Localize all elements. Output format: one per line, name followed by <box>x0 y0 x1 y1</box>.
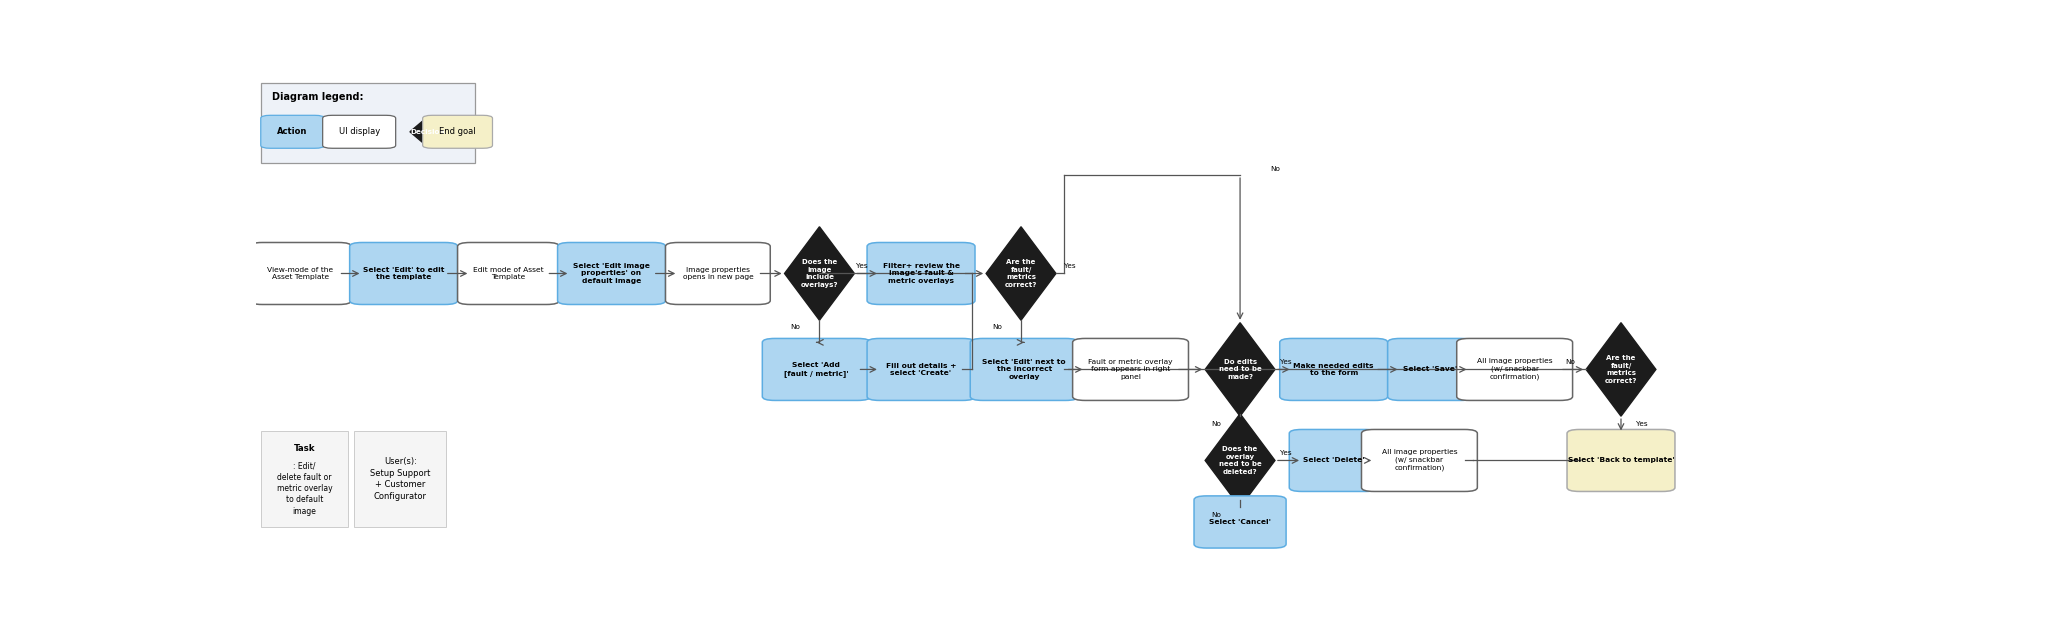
Text: Does the
image
include
overlays?: Does the image include overlays? <box>801 259 838 288</box>
Text: Action: Action <box>276 127 307 136</box>
Text: No: No <box>1210 421 1221 427</box>
Text: : Edit/
delete fault or
metric overlay
to default
image: : Edit/ delete fault or metric overlay t… <box>276 461 332 516</box>
Text: Select 'Back to template': Select 'Back to template' <box>1567 458 1675 463</box>
FancyBboxPatch shape <box>866 339 975 401</box>
FancyBboxPatch shape <box>457 242 559 305</box>
Text: Filter+ review the
image's fault &
metric overlays: Filter+ review the image's fault & metri… <box>883 263 961 284</box>
Text: No: No <box>791 324 801 330</box>
Text: Select 'Delete': Select 'Delete' <box>1303 458 1364 463</box>
FancyBboxPatch shape <box>1280 339 1389 401</box>
FancyBboxPatch shape <box>557 242 666 305</box>
Text: Select 'Edit' to edit
the template: Select 'Edit' to edit the template <box>362 266 444 281</box>
Text: Make needed edits
to the form: Make needed edits to the form <box>1294 363 1374 376</box>
FancyBboxPatch shape <box>1194 496 1286 548</box>
Text: All image properties
(w/ snackbar
confirmation): All image properties (w/ snackbar confir… <box>1382 449 1458 472</box>
Text: Decision: Decision <box>410 129 444 135</box>
FancyBboxPatch shape <box>422 115 492 148</box>
FancyBboxPatch shape <box>1290 429 1378 491</box>
Text: Are the
fault/
metrics
correct?: Are the fault/ metrics correct? <box>1606 355 1636 383</box>
Text: All image properties
(w/ snackbar
confirmation): All image properties (w/ snackbar confir… <box>1477 358 1552 380</box>
Text: Are the
fault/
metrics
correct?: Are the fault/ metrics correct? <box>1006 259 1036 288</box>
FancyBboxPatch shape <box>1567 429 1675 491</box>
FancyBboxPatch shape <box>324 115 395 148</box>
Text: UI display: UI display <box>338 127 379 136</box>
Text: Select 'Edit' next to
the incorrect
overlay: Select 'Edit' next to the incorrect over… <box>983 359 1067 380</box>
Text: User(s):
Setup Support
+ Customer
Configurator: User(s): Setup Support + Customer Config… <box>371 457 430 501</box>
Text: No: No <box>1565 358 1575 365</box>
Text: No: No <box>993 324 1001 330</box>
Text: End goal: End goal <box>438 127 475 136</box>
Polygon shape <box>1204 413 1276 507</box>
FancyBboxPatch shape <box>1389 339 1473 401</box>
Text: Yes: Yes <box>1280 358 1292 365</box>
Text: Yes: Yes <box>1636 420 1647 427</box>
Text: Yes: Yes <box>856 263 868 268</box>
FancyBboxPatch shape <box>1073 339 1188 401</box>
Polygon shape <box>987 227 1057 320</box>
Text: Fault or metric overlay
form appears in right
panel: Fault or metric overlay form appears in … <box>1087 359 1174 380</box>
Text: Select 'Edit image
properties' on
default image: Select 'Edit image properties' on defaul… <box>573 263 649 284</box>
FancyBboxPatch shape <box>250 242 352 305</box>
Text: Does the
overlay
need to be
deleted?: Does the overlay need to be deleted? <box>1219 446 1262 475</box>
Text: Select 'Add
[fault / metric]': Select 'Add [fault / metric]' <box>784 362 848 376</box>
Text: Yes: Yes <box>1065 263 1075 268</box>
Text: Task: Task <box>293 443 315 452</box>
Text: Diagram legend:: Diagram legend: <box>272 92 362 102</box>
FancyBboxPatch shape <box>971 339 1077 401</box>
Text: Fill out details +
select 'Create': Fill out details + select 'Create' <box>887 363 956 376</box>
Text: Select 'Save': Select 'Save' <box>1403 366 1458 373</box>
FancyBboxPatch shape <box>260 83 475 163</box>
Text: No: No <box>1210 512 1221 518</box>
FancyBboxPatch shape <box>260 115 324 148</box>
FancyBboxPatch shape <box>1456 339 1573 401</box>
Text: Yes: Yes <box>1280 450 1292 456</box>
Text: No: No <box>1270 166 1280 172</box>
FancyBboxPatch shape <box>762 339 870 401</box>
FancyBboxPatch shape <box>354 431 446 527</box>
FancyBboxPatch shape <box>866 242 975 305</box>
FancyBboxPatch shape <box>666 242 770 305</box>
Text: View-mode of the
Asset Template: View-mode of the Asset Template <box>268 266 334 281</box>
FancyBboxPatch shape <box>350 242 457 305</box>
FancyBboxPatch shape <box>1362 429 1477 491</box>
Polygon shape <box>784 227 854 320</box>
Text: Edit mode of Asset
Template: Edit mode of Asset Template <box>473 266 543 281</box>
Polygon shape <box>410 117 444 146</box>
Polygon shape <box>1585 323 1657 416</box>
Text: Select 'Cancel': Select 'Cancel' <box>1208 519 1272 525</box>
Polygon shape <box>1204 323 1276 416</box>
FancyBboxPatch shape <box>260 431 348 527</box>
Text: Image properties
opens in new page: Image properties opens in new page <box>682 266 754 281</box>
Text: Do edits
need to be
made?: Do edits need to be made? <box>1219 359 1262 380</box>
